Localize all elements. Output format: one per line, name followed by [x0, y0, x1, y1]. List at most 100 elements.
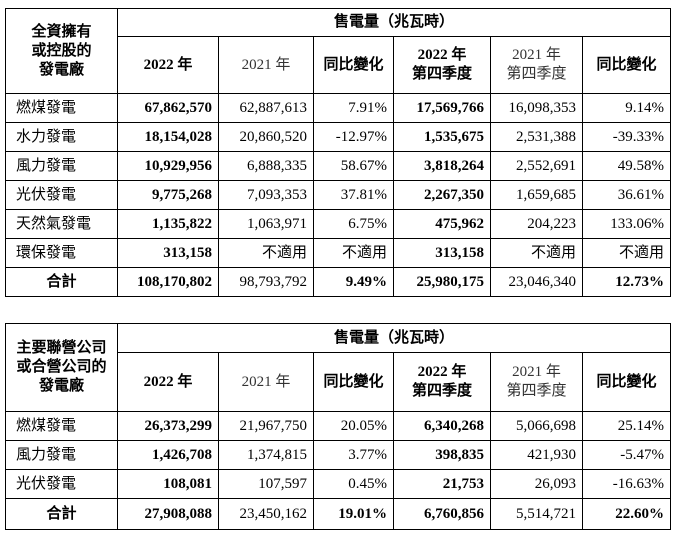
row-label: 水力發電 [5, 122, 118, 152]
cell-line: 2021 年 [241, 373, 291, 390]
cell: 1,063,971 [218, 209, 314, 239]
header-row: 全資擁有 或控股的 發電廠 售電量（兆瓦時） [5, 8, 671, 94]
cell: -12.97% [313, 122, 394, 152]
cell: 398,835 [393, 440, 491, 470]
cell-line: 發電廠 [38, 378, 84, 394]
header-row: 主要聯營公司 或合營公司的 發電廠 售電量（兆瓦時） [5, 323, 671, 412]
cell: 26,093 [490, 469, 583, 499]
cell: 21,967,750 [218, 411, 314, 441]
cell-line: 或合營公司的 [16, 359, 107, 375]
cell: 23,450,162 [218, 498, 314, 530]
data-row: 燃煤發電 67,862,570 62,887,613 7.91% 17,569,766 1… [5, 93, 671, 123]
cell: 204,223 [490, 209, 583, 239]
cell: 67,862,570 [117, 93, 219, 123]
cell-line: 同比變化 [323, 56, 384, 73]
cell: 1,135,822 [117, 209, 219, 239]
cell: -16.63% [582, 469, 671, 499]
data-row: 風力發電 1,426,708 1,374,815 3.77% 398,835 421,93… [5, 440, 671, 470]
cell: 27,908,088 [117, 498, 219, 530]
cell: 21,753 [393, 469, 491, 499]
column-header: 同比變化 [313, 36, 394, 94]
cell: -5.47% [582, 440, 671, 470]
row-label: 風力發電 [5, 151, 118, 181]
cell: 6,340,268 [393, 411, 491, 441]
column-header: 2021 年第四季度 [490, 352, 583, 412]
cell: 22.60% [582, 498, 671, 530]
cell: 不適用 [582, 238, 671, 268]
row-label: 天然氣發電 [5, 209, 118, 239]
cell: 58.67% [313, 151, 394, 181]
cell: 1,535,675 [393, 122, 491, 152]
cell: 313,158 [393, 238, 491, 268]
cell: 19.01% [313, 498, 394, 530]
data-table: 主要聯營公司 或合營公司的 發電廠 售電量（兆瓦時） 2022 年 2021 年同比變化 2… [5, 323, 671, 530]
row-label: 風力發電 [5, 440, 118, 470]
cell: 25.14% [582, 411, 671, 441]
cell: 不適用 [218, 238, 314, 268]
cell-line: 2021 年 [512, 47, 561, 63]
cell: 10,929,956 [117, 151, 219, 181]
cell: 1,659,685 [490, 180, 583, 210]
cell: 6.75% [313, 209, 394, 239]
cell: 9,775,268 [117, 180, 219, 210]
cell-line: 第四季度 [411, 383, 472, 399]
cell: 2,552,691 [490, 151, 583, 181]
row-label: 光伏發電 [5, 180, 118, 210]
data-row: 環保發電 313,158 不適用 不適用 313,158 不適用 不適用 [5, 238, 671, 268]
total-row: 合計 27,908,088 23,450,162 19.01% 6,760,856 5,5… [5, 498, 671, 530]
cell: 3.77% [313, 440, 394, 470]
column-header: 同比變化 [582, 36, 671, 94]
column-header: 2021 年第四季度 [490, 36, 583, 94]
cell: 25,980,175 [393, 267, 491, 297]
cell: 133.06% [582, 209, 671, 239]
data-row: 天然氣發電 1,135,822 1,063,971 6.75% 475,962 204,2… [5, 209, 671, 239]
cell-line: 2021 年 [512, 364, 561, 380]
row-label: 合計 [5, 267, 118, 297]
column-header: 同比變化 [313, 352, 394, 412]
cell: 36.61% [582, 180, 671, 210]
group-header: 售電量（兆瓦時） [117, 323, 671, 353]
cell: 475,962 [393, 209, 491, 239]
cell-line: 同比變化 [596, 373, 657, 390]
cell: 313,158 [117, 238, 219, 268]
cell-line: 第四季度 [506, 383, 567, 399]
subheader-row: 2022 年 2021 年同比變化 2022 年第四季度 2021 年第四季度 同比變化 [6, 352, 671, 412]
cell: 421,930 [490, 440, 583, 470]
cell-line: 2022 年 [417, 364, 467, 380]
data-row: 風力發電 10,929,956 6,888,335 58.67% 3,818,264 2,… [5, 151, 671, 181]
cell: 16,098,353 [490, 93, 583, 123]
cell: 7,093,353 [218, 180, 314, 210]
cell: 6,760,856 [393, 498, 491, 530]
cell: 18,154,028 [117, 122, 219, 152]
cell: 17,569,766 [393, 93, 491, 123]
group-header: 售電量（兆瓦時） [117, 8, 671, 37]
row-label: 燃煤發電 [5, 93, 118, 123]
cell-line: 2022 年 [417, 47, 467, 63]
row-label: 光伏發電 [5, 469, 118, 499]
cell: 98,793,792 [218, 267, 314, 297]
cell-line: 主要聯營公司 [16, 340, 107, 356]
cell: 5,514,721 [490, 498, 583, 530]
cell: 5,066,698 [490, 411, 583, 441]
cell: 20,860,520 [218, 122, 314, 152]
cell: -39.33% [582, 122, 671, 152]
cell-line: 發電廠 [38, 61, 84, 78]
column-header: 2022 年第四季度 [393, 36, 491, 94]
cell: 9.49% [313, 267, 394, 297]
cell-line: 或控股的 [31, 42, 92, 59]
cell-line: 同比變化 [596, 56, 657, 73]
row-label: 燃煤發電 [5, 411, 118, 441]
corner-header: 全資擁有 或控股的 發電廠 [5, 8, 118, 94]
cell-line: 第四季度 [506, 66, 567, 82]
cell-line: 2022 年 [143, 373, 193, 390]
cell: 7.91% [313, 93, 394, 123]
cell: 1,426,708 [117, 440, 219, 470]
cell: 26,373,299 [117, 411, 219, 441]
cell: 3,818,264 [393, 151, 491, 181]
data-row: 水力發電 18,154,028 20,860,520 -12.97% 1,535,675… [5, 122, 671, 152]
row-label: 環保發電 [5, 238, 118, 268]
cell: 9.14% [582, 93, 671, 123]
cell: 107,597 [218, 469, 314, 499]
row-label: 合計 [5, 498, 118, 530]
